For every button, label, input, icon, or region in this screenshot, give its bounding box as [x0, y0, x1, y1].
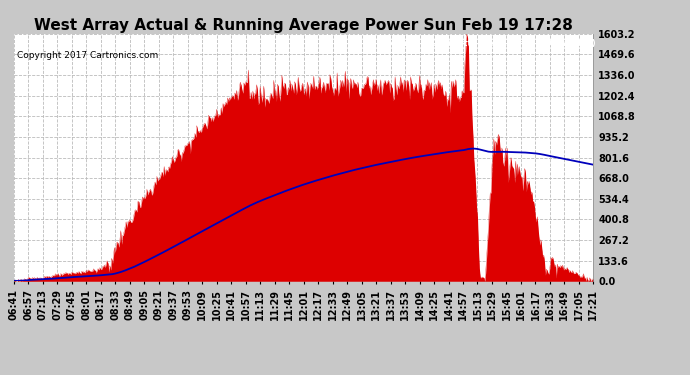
Title: West Array Actual & Running Average Power Sun Feb 19 17:28: West Array Actual & Running Average Powe…	[34, 18, 573, 33]
Text: Average  (DC Watts): Average (DC Watts)	[378, 39, 481, 48]
Text: Copyright 2017 Cartronics.com: Copyright 2017 Cartronics.com	[17, 51, 159, 60]
Text: West Array  (DC Watts): West Array (DC Watts)	[477, 39, 595, 48]
